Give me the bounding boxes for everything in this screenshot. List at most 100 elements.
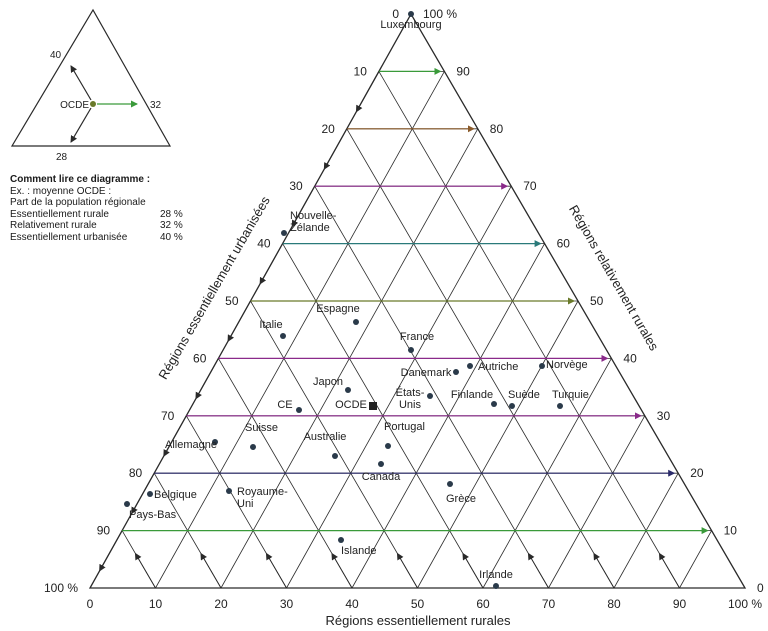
data-label: CE <box>277 399 292 411</box>
data-point <box>408 347 414 353</box>
data-point <box>427 393 433 399</box>
inset-diagram: OCDE 40 32 28 <box>12 10 170 163</box>
data-point <box>353 319 359 325</box>
legend-row: Essentiellement urbanisée 40 % <box>10 232 200 244</box>
tick-label-right: 20 <box>690 466 704 480</box>
tick-label-left: 10 <box>354 64 368 78</box>
data-label: Espagne <box>316 303 359 315</box>
data-label: Finlande <box>451 389 493 401</box>
data-label: France <box>400 331 434 343</box>
grid-line <box>251 301 418 588</box>
inset-label: 40 <box>50 50 62 61</box>
axis-title-bottom: Régions essentiellement rurales <box>326 613 511 628</box>
grid-line <box>418 301 579 588</box>
inset-label: 32 <box>150 100 162 111</box>
data-label: Islande <box>341 545 376 557</box>
legend-row-value: 40 % <box>160 232 200 244</box>
data-point <box>509 403 515 409</box>
legend-row-label: Essentiellement urbanisée <box>10 232 160 244</box>
data-label: Australie <box>304 431 347 443</box>
tick-label-bottom: 40 <box>345 597 359 611</box>
data-label: OCDE <box>335 399 367 411</box>
data-label: Japon <box>313 376 343 388</box>
legend-title: Comment lire ce diagramme : <box>10 174 200 186</box>
tick-label-bottom: 20 <box>214 597 228 611</box>
data-point <box>408 11 414 17</box>
reading-arrow <box>266 554 286 588</box>
data-label: Unis <box>399 399 422 411</box>
data-point <box>385 443 391 449</box>
legend-row: Essentiellement rurale 28 % <box>10 209 200 221</box>
tick-label-bottom: 100 % <box>728 597 762 611</box>
data-label: Nouvelle- <box>290 210 337 222</box>
data-point <box>226 488 232 494</box>
axis-title-right: Régions relativement rurales <box>566 202 662 353</box>
data-point <box>493 583 499 589</box>
data-point <box>369 402 377 410</box>
reading-arrow <box>135 554 155 588</box>
data-point <box>467 363 473 369</box>
data-label: États- <box>396 386 425 399</box>
data-point <box>332 453 338 459</box>
tick-label-left: 90 <box>97 524 111 538</box>
tick-label-right: 70 <box>523 179 537 193</box>
tick-label-left: 40 <box>257 237 271 251</box>
data-point <box>491 401 497 407</box>
legend-box: Comment lire ce diagramme : Ex. : moyenn… <box>10 174 200 243</box>
tick-label-right: 0 <box>757 581 764 595</box>
reading-arrow <box>528 554 548 588</box>
tick-label-right: 10 <box>724 524 738 538</box>
tick-label-left: 80 <box>129 466 143 480</box>
data-point <box>280 333 286 339</box>
data-point <box>296 407 302 413</box>
tick-label-bottom: 80 <box>607 597 621 611</box>
data-point <box>539 363 545 369</box>
data-label: Irlande <box>479 569 513 581</box>
legend-row-label: Essentiellement rurale <box>10 209 160 221</box>
reading-arrow <box>201 554 221 588</box>
data-label: Suisse <box>245 422 278 434</box>
data-label: Belgique <box>154 489 197 501</box>
data-label: Italie <box>259 319 282 331</box>
inset-label: 28 <box>56 152 68 163</box>
point-layer: LuxembourgNouvelle-ZélandeEspagneItalieF… <box>124 11 589 589</box>
tick-label-bottom: 60 <box>476 597 490 611</box>
data-label: Danemark <box>401 367 452 379</box>
grid-line <box>315 186 549 588</box>
inset-arrow <box>71 108 91 142</box>
tick-label-bottom: 10 <box>149 597 163 611</box>
data-label: Grèce <box>446 493 476 505</box>
data-point <box>453 369 459 375</box>
tick-label-bottom: 70 <box>542 597 556 611</box>
inset-point <box>90 101 96 107</box>
data-point <box>378 461 384 467</box>
grid-line <box>156 71 445 588</box>
data-point <box>447 481 453 487</box>
grid-line <box>379 71 680 588</box>
legend-line1: Ex. : moyenne OCDE : <box>10 186 200 198</box>
data-point <box>281 230 287 236</box>
data-point <box>557 403 563 409</box>
reading-arrow <box>594 554 614 588</box>
grid-line <box>680 531 712 588</box>
inset-arrow <box>71 66 91 100</box>
tick-label-bottom: 90 <box>673 597 687 611</box>
data-label: Uni <box>237 498 254 510</box>
data-label: Allemagne <box>165 439 217 451</box>
data-point <box>250 444 256 450</box>
data-label: Norvège <box>546 359 588 371</box>
data-label: Suède <box>508 389 540 401</box>
tick-label-bottom: 50 <box>411 597 425 611</box>
legend-row-label: Relativement rurale <box>10 220 160 232</box>
tick-label-left: 100 % <box>44 581 78 595</box>
tick-label-left: 50 <box>225 294 239 308</box>
data-point <box>345 387 351 393</box>
legend-row-value: 32 % <box>160 220 200 232</box>
data-label: Canada <box>362 471 401 483</box>
tick-label-right: 30 <box>657 409 671 423</box>
tick-label-right: 80 <box>490 122 504 136</box>
tick-label-left: 60 <box>193 351 207 365</box>
tick-label-left: 70 <box>161 409 175 423</box>
data-point <box>338 537 344 543</box>
inset-label: OCDE <box>60 100 89 111</box>
